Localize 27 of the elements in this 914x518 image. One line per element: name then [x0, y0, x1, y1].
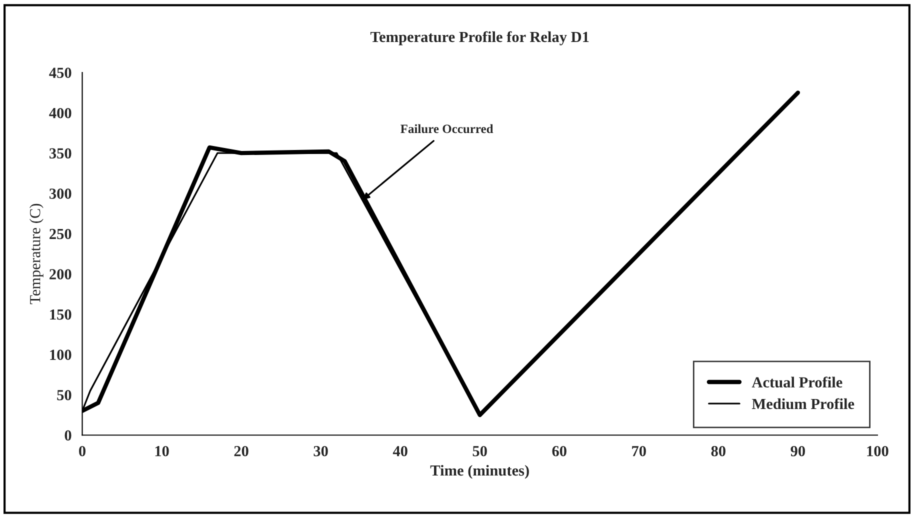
y-tick-label: 400: [49, 108, 72, 118]
y-axis-title: Temperature (C): [30, 204, 44, 304]
y-tick-label: 50: [57, 390, 72, 400]
x-tick-label: 80: [711, 446, 726, 456]
x-tick-label: 50: [472, 446, 487, 456]
y-tick-label: 100: [50, 350, 72, 360]
x-tick-label: 70: [632, 446, 646, 456]
annotation: Failure Occurred: [400, 124, 494, 134]
y-tick-label: 300: [50, 188, 72, 199]
x-tick-label: 40: [392, 446, 408, 456]
legend-label: Medium Profile: [752, 398, 854, 410]
x-axis-title: Time (minutes): [430, 464, 529, 479]
x-tick-label: 10: [155, 446, 169, 456]
x-tick-label: 0: [79, 446, 86, 456]
x-tick-label: 100: [867, 446, 888, 456]
chart-title: Temperature Profile for Relay D1: [370, 31, 589, 46]
x-tick-label: 90: [790, 446, 805, 456]
x-tick-label: 30: [314, 446, 328, 456]
y-tick-label: 150: [50, 309, 72, 320]
x-tick-label: 60: [552, 446, 566, 456]
y-tick-label: 0: [64, 430, 72, 441]
y-tick-label: 200: [50, 269, 72, 280]
legend-label: Actual Profile: [752, 376, 842, 388]
y-tick-label: 350: [50, 148, 72, 159]
x-tick-label: 20: [234, 446, 248, 456]
y-tick-label: 450: [49, 68, 72, 78]
y-tick-label: 250: [50, 228, 72, 240]
